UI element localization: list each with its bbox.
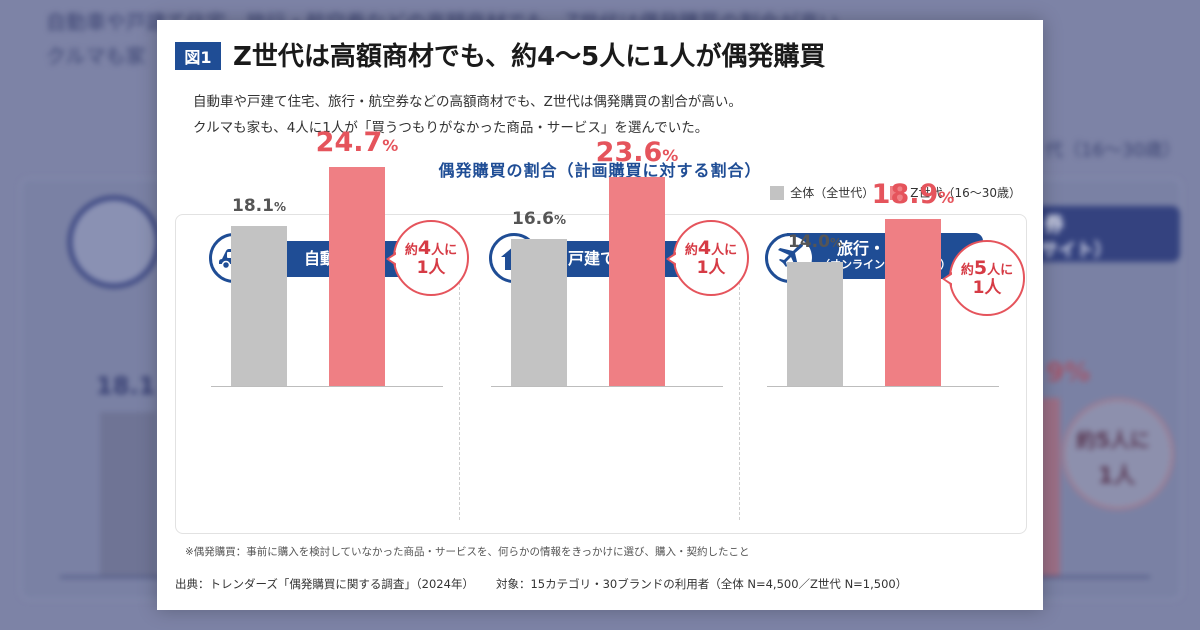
background-bubble-text: 約5人に — [1076, 428, 1150, 452]
panel-divider — [459, 232, 460, 520]
background-bubble-text: 1人 — [1098, 464, 1136, 489]
callout-text: 約 — [684, 243, 698, 259]
background-pill — [1020, 206, 1180, 262]
value-label-overall: 16.6% — [512, 209, 566, 230]
source-citation: 出典：トレンダーズ「偶発購買に関する調査」（2024年） — [175, 577, 474, 591]
percent-sign: % — [662, 146, 679, 166]
bar-overall — [787, 262, 843, 386]
callout-text: 4 — [697, 237, 712, 260]
callout-line-2: 1人 — [696, 258, 726, 279]
background-text: クルマも家 — [46, 44, 146, 68]
callout-bubble: 約4人に 1人 — [386, 220, 469, 296]
footnote: ※偶発購買：事前に購入を検討していなかった商品・サービスを、何らかの情報をきっか… — [185, 546, 750, 558]
legend-item-overall: 全体（全世代） — [770, 184, 874, 201]
callout-bubble: 約4人に 1人 — [666, 220, 749, 296]
percent-sign: % — [938, 187, 955, 207]
legend-swatch-red — [890, 185, 905, 200]
callout-line-1: 約5人に — [961, 258, 1013, 279]
chart-title: 偶発購買の割合（計画購買に対する割合） — [438, 161, 762, 180]
legend-label-overall: 全体（全世代） — [790, 186, 875, 200]
background-legend-fragment: 代（16〜30歳） — [1045, 140, 1181, 161]
background-pill-text: 券 — [1044, 212, 1064, 236]
value-label-genz: 24.7% — [315, 127, 399, 159]
legend-label-genz: Z世代（16〜30歳） — [910, 186, 1021, 200]
baseline — [491, 386, 723, 387]
legend: 全体（全世代） Z世代（16〜30歳） — [770, 184, 1021, 201]
background-pill-text: サイト） — [1040, 240, 1112, 261]
background-car-circle — [68, 196, 160, 288]
percent-sign: % — [829, 236, 842, 251]
bar-genz — [885, 218, 941, 386]
value-label-genz: 23.6% — [595, 137, 679, 169]
bar-overall — [511, 239, 567, 386]
legend-swatch-gray — [770, 185, 785, 200]
percent-sign: % — [273, 199, 286, 214]
figure-title: Z世代は高額商材でも、約4〜5人に1人が偶発購買 — [233, 42, 826, 72]
source-sample: 対象：15カテゴリ・30ブランドの利用者（全体 N=4,500／Z世代 N=1,… — [495, 577, 908, 591]
legend-item-genz: Z世代（16〜30歳） — [890, 184, 1021, 201]
bar-genz — [609, 177, 665, 386]
value-label-overall: 14.0% — [788, 232, 842, 253]
callout-text: 5 — [973, 257, 988, 280]
source-line: 出典：トレンダーズ「偶発購買に関する調査」（2024年） 対象：15カテゴリ・30… — [175, 576, 907, 592]
callout-text: 人に — [987, 263, 1014, 279]
callout-line-1: 約4人に — [405, 238, 457, 259]
bubble-tail-inner — [669, 254, 677, 264]
callout-text: 4 — [417, 237, 432, 260]
bubble-tail-inner — [389, 254, 397, 264]
background-value: 18.1 — [96, 372, 156, 400]
figure-badge: 図1 — [175, 42, 221, 70]
panel-divider — [739, 232, 740, 520]
bar-genz — [329, 167, 385, 386]
callout-line-1: 約4人に — [685, 238, 737, 259]
value-label-genz: 18.9% — [871, 178, 955, 210]
subtitle-line-2: クルマも家も、4人に1人が「買うつもりがなかった商品・サービス」を選んでいた。 — [193, 120, 709, 136]
background-bar — [100, 412, 156, 576]
percent-sign: % — [382, 136, 399, 156]
callout-bubble: 約5人に 1人 — [942, 240, 1025, 316]
value-label-overall: 18.1% — [232, 195, 286, 216]
callout-text: 人に — [711, 243, 738, 259]
callout-text: 約 — [404, 243, 418, 259]
callout-text: 約 — [960, 263, 974, 279]
bar-overall — [231, 225, 287, 386]
baseline — [767, 386, 999, 387]
bubble-tail-inner — [945, 274, 953, 284]
background-bubble — [1062, 398, 1174, 510]
subtitle-line-1: 自動車や戸建て住宅、旅行・航空券などの高額商材でも、Z世代は偶発購買の割合が高い… — [193, 94, 742, 110]
background-bar — [1040, 398, 1060, 576]
callout-line-2: 1人 — [416, 258, 446, 279]
figure-card: 図1 Z世代は高額商材でも、約4〜5人に1人が偶発購買 自動車や戸建て住宅、旅行… — [157, 20, 1043, 610]
callout-line-2: 1人 — [972, 278, 1002, 299]
callout-text: 人に — [431, 243, 458, 259]
baseline — [211, 386, 443, 387]
background-value: 9% — [1046, 358, 1091, 388]
percent-sign: % — [553, 213, 566, 228]
